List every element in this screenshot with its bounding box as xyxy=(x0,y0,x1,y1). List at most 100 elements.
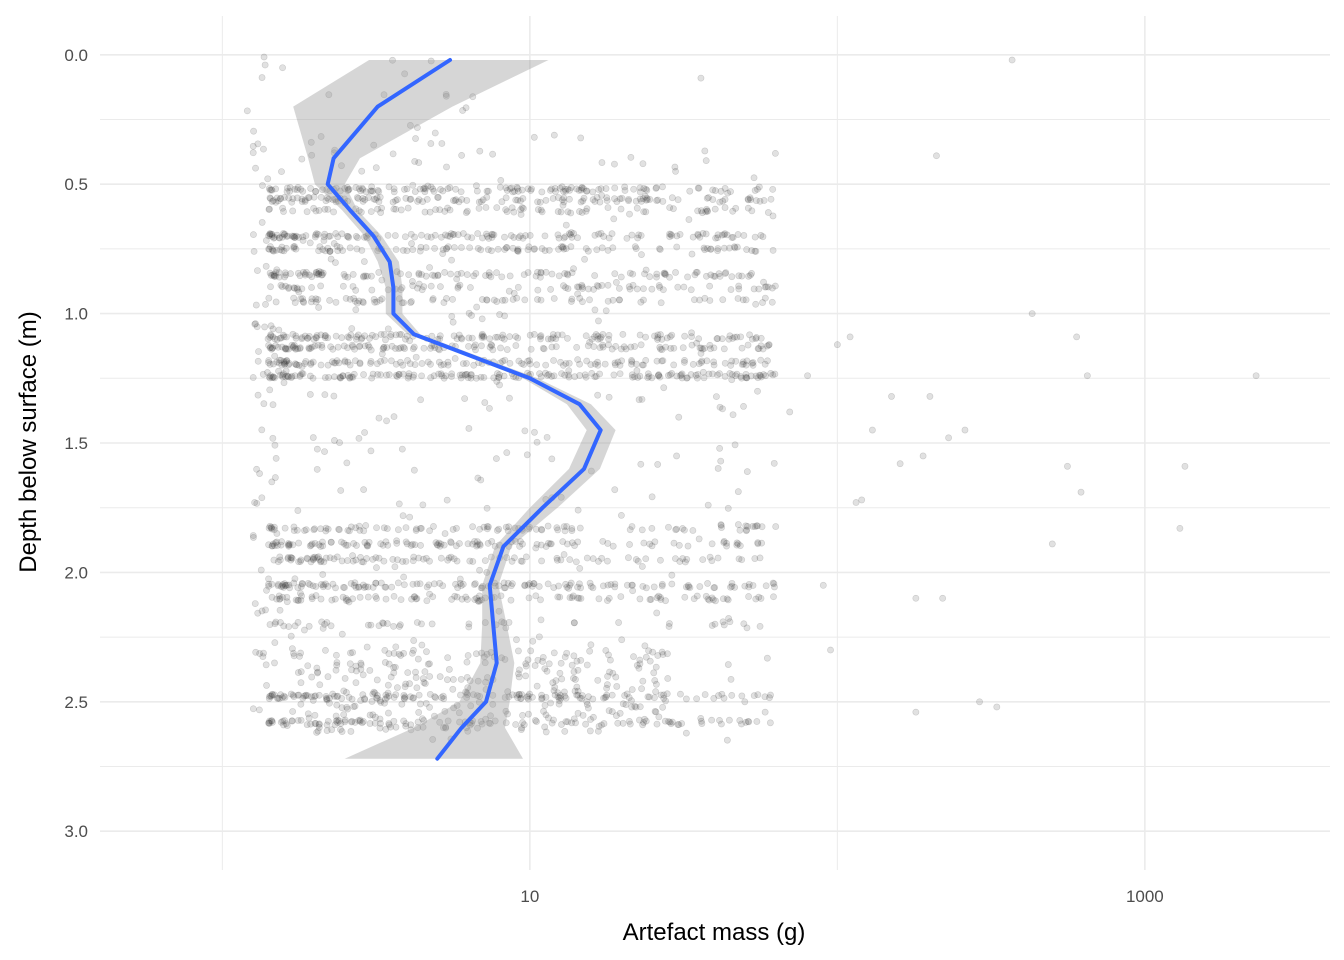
data-point xyxy=(572,558,580,566)
data-point xyxy=(533,682,541,690)
data-point xyxy=(584,704,592,712)
data-point xyxy=(289,195,297,203)
data-point xyxy=(693,339,701,347)
data-point xyxy=(756,623,764,630)
data-point xyxy=(488,247,495,255)
data-point xyxy=(479,196,487,204)
data-point xyxy=(552,343,560,351)
data-point xyxy=(1252,372,1260,380)
data-point xyxy=(721,373,729,380)
data-point xyxy=(713,335,721,343)
data-point xyxy=(437,186,444,193)
data-point xyxy=(734,231,742,238)
data-point xyxy=(256,470,263,477)
data-point xyxy=(510,234,518,241)
data-point xyxy=(318,271,326,279)
data-point xyxy=(477,198,485,206)
data-point xyxy=(463,207,471,215)
data-point xyxy=(538,245,546,252)
data-point xyxy=(485,271,493,279)
data-point xyxy=(265,206,273,213)
data-point xyxy=(326,296,333,304)
data-point xyxy=(450,244,458,251)
data-point xyxy=(606,668,613,676)
data-point xyxy=(738,692,746,700)
data-point xyxy=(748,359,756,367)
data-point xyxy=(463,360,470,367)
data-point xyxy=(555,694,563,702)
x-tick-label: 10 xyxy=(520,887,539,906)
data-point xyxy=(383,371,390,379)
data-point xyxy=(363,234,371,242)
data-point xyxy=(257,566,265,574)
data-point xyxy=(361,332,369,340)
data-point xyxy=(741,582,749,590)
smooth-line xyxy=(325,58,603,761)
data-point xyxy=(439,187,447,195)
data-point xyxy=(568,269,576,277)
data-point xyxy=(503,208,511,215)
data-point xyxy=(424,660,432,668)
data-point xyxy=(538,208,546,216)
data-point xyxy=(593,194,601,201)
data-point xyxy=(276,356,283,364)
data-point xyxy=(290,232,298,240)
data-point xyxy=(332,666,340,674)
data-point xyxy=(681,332,689,340)
data-point xyxy=(526,232,534,239)
data-point xyxy=(382,583,390,591)
data-point xyxy=(727,361,735,369)
data-point xyxy=(453,335,461,343)
data-point xyxy=(457,188,465,196)
data-point xyxy=(611,160,618,168)
data-point xyxy=(602,307,610,315)
data-point xyxy=(403,247,411,255)
data-point xyxy=(324,244,332,252)
data-point xyxy=(377,209,385,216)
data-point xyxy=(465,342,472,350)
data-point xyxy=(488,342,496,349)
data-point xyxy=(550,357,558,364)
data-point xyxy=(357,665,365,673)
data-point xyxy=(628,686,636,693)
data-point xyxy=(313,332,321,339)
data-point xyxy=(554,526,562,534)
data-point xyxy=(640,185,648,192)
data-point xyxy=(721,230,729,238)
data-point xyxy=(411,158,419,165)
data-point xyxy=(751,233,759,241)
data-point xyxy=(344,273,352,281)
data-point xyxy=(576,208,583,215)
data-point xyxy=(496,183,504,191)
data-point xyxy=(734,295,742,302)
data-point xyxy=(312,187,320,195)
data-point xyxy=(527,345,535,353)
data-point xyxy=(408,240,415,247)
data-point xyxy=(265,575,272,583)
data-point xyxy=(394,579,402,587)
data-point xyxy=(562,221,570,229)
data-point xyxy=(721,270,729,277)
data-point xyxy=(701,294,709,302)
data-point xyxy=(281,360,288,368)
data-point xyxy=(392,372,400,379)
data-point xyxy=(747,196,754,204)
data-point xyxy=(444,185,452,193)
data-point xyxy=(650,669,658,677)
data-point xyxy=(525,710,532,718)
data-point xyxy=(589,188,597,196)
data-point xyxy=(284,232,292,240)
data-point xyxy=(536,333,544,341)
data-point xyxy=(379,345,387,353)
data-point xyxy=(628,703,636,711)
data-point xyxy=(360,258,368,265)
data-point xyxy=(521,296,529,304)
data-point xyxy=(561,527,569,535)
data-point xyxy=(661,269,669,277)
data-point xyxy=(506,272,514,280)
data-point xyxy=(271,474,279,481)
data-point xyxy=(493,269,500,277)
data-point xyxy=(490,296,498,304)
data-point xyxy=(421,668,429,676)
